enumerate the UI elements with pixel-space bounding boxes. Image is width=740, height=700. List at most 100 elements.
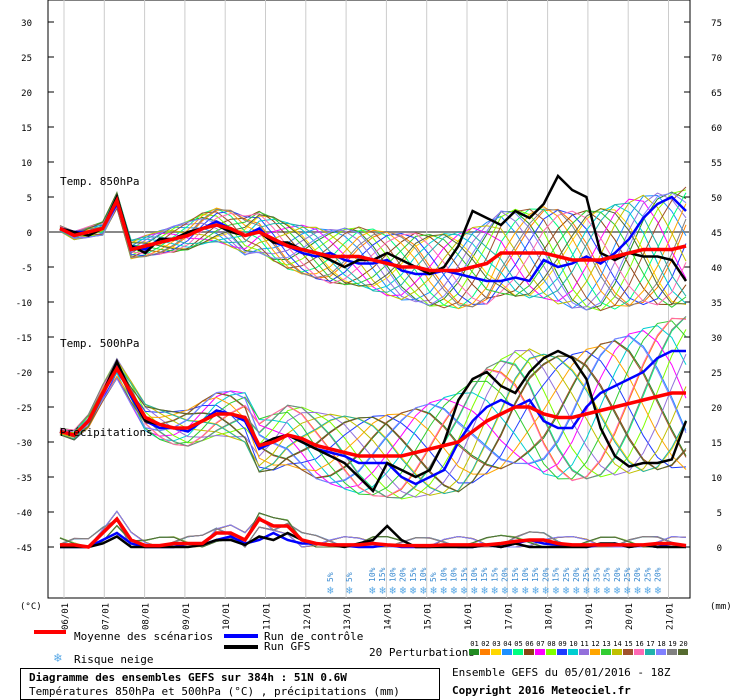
perturbation-500-line bbox=[59, 348, 687, 496]
perturbation-legend-item: 12 bbox=[591, 640, 600, 648]
perturbation-500-line bbox=[59, 355, 687, 493]
right-tick-label: 45 bbox=[711, 229, 722, 239]
snow-risk-pct: 20% bbox=[654, 567, 663, 582]
perturbation-legend-item: 16 bbox=[635, 640, 644, 648]
right-tick-label: 70 bbox=[711, 54, 722, 64]
snowflake-icon: ❄ bbox=[655, 584, 662, 597]
snowflake-icon: ❄ bbox=[542, 584, 549, 597]
plot-area bbox=[47, 0, 691, 599]
date-label: 15/01 bbox=[424, 603, 434, 630]
perturbation-legend-item: 06 bbox=[525, 640, 534, 648]
date-label: 06/01 bbox=[61, 603, 71, 630]
perturbation-850-line bbox=[59, 192, 687, 311]
snowflake-icon: ❄ bbox=[379, 584, 386, 597]
snowflake-icon: ❄ bbox=[583, 584, 590, 597]
left-tick-label: 30 bbox=[21, 19, 32, 29]
snowflake-icon: ❄ bbox=[346, 584, 353, 597]
date-label: 08/01 bbox=[142, 603, 152, 630]
snow-risk-pct: 15% bbox=[480, 567, 489, 582]
perturbation-legend-swatch bbox=[579, 649, 589, 655]
perturbation-legend-item: 05 bbox=[514, 640, 523, 648]
right-tick-label: 55 bbox=[711, 159, 722, 169]
legend-gfs-label: Run GFS bbox=[264, 640, 311, 653]
snow-risk-pct: 20% bbox=[399, 567, 408, 582]
date-label: 11/01 bbox=[263, 603, 273, 630]
snow-risk-pct: 15% bbox=[460, 567, 469, 582]
snowflake-icon: ❄ bbox=[512, 584, 519, 597]
perturbation-legend-item: 14 bbox=[613, 640, 622, 648]
snowflake-icon: ❄ bbox=[327, 584, 334, 597]
snow-risk-pct: 25% bbox=[623, 567, 632, 582]
snow-risk-pct: 20% bbox=[572, 567, 581, 582]
perturbation-legend-item: 20 bbox=[679, 640, 688, 648]
perturbation-850-line bbox=[59, 193, 687, 306]
snowflake-icon: ❄ bbox=[471, 584, 478, 597]
snowflake-icon: ❄ bbox=[573, 584, 580, 597]
date-label: 12/01 bbox=[303, 603, 313, 630]
snow-risk-pct: 15% bbox=[511, 567, 520, 582]
right-tick-label: 65 bbox=[711, 89, 722, 99]
perturbation-legend-swatch bbox=[645, 649, 655, 655]
perturbation-legend-swatch bbox=[535, 649, 545, 655]
right-tick-label: 60 bbox=[711, 124, 722, 134]
snowflake-icon: ❄ bbox=[624, 584, 631, 597]
snowflake-icon: ❄ bbox=[532, 584, 539, 597]
perturbation-legend-item: 03 bbox=[492, 640, 501, 648]
snow-risk-pct: 25% bbox=[582, 567, 591, 582]
perturbation-500-line bbox=[59, 320, 687, 496]
left-tick-label: -25 bbox=[16, 404, 32, 414]
perturbation-legend-swatch bbox=[667, 649, 677, 655]
right-unit: (mm) bbox=[710, 602, 732, 612]
perturbation-legend-swatch bbox=[469, 649, 479, 655]
perturbation-legend-swatch bbox=[502, 649, 512, 655]
right-tick-label: 30 bbox=[711, 334, 722, 344]
snowflake-icon: ❄ bbox=[461, 584, 468, 597]
date-label: 10/01 bbox=[222, 603, 232, 630]
left-tick-label: -10 bbox=[16, 299, 32, 309]
perturbation-legend-swatch bbox=[557, 649, 567, 655]
date-label: 13/01 bbox=[343, 603, 353, 630]
left-tick-label: -15 bbox=[16, 334, 32, 344]
info-box: Diagramme des ensembles GEFS sur 384h : … bbox=[20, 668, 440, 700]
perturbation-legend-item: 02 bbox=[481, 640, 490, 648]
perturbation-legend-swatch bbox=[546, 649, 556, 655]
right-tick-label: 20 bbox=[711, 404, 722, 414]
date-label: 18/01 bbox=[545, 603, 555, 630]
snowflake-icon: ❄ bbox=[54, 651, 62, 666]
right-tick-label: 35 bbox=[711, 299, 722, 309]
perturbation-850-line bbox=[59, 191, 687, 311]
snowflake-icon: ❄ bbox=[389, 584, 396, 597]
perturbation-850-line bbox=[59, 196, 687, 306]
left-tick-label: 15 bbox=[21, 124, 32, 134]
perturbation-legend-swatch bbox=[480, 649, 490, 655]
snowflake-icon: ❄ bbox=[440, 584, 447, 597]
snow-risk-pct: 15% bbox=[531, 567, 540, 582]
perturbation-legend-item: 08 bbox=[547, 640, 556, 648]
mean-850-line bbox=[59, 195, 687, 273]
snowflake-icon: ❄ bbox=[563, 584, 570, 597]
right-tick-label: 5 bbox=[717, 509, 722, 519]
perturbation-850-line bbox=[59, 191, 686, 305]
t850-label: Temp. 850hPa bbox=[60, 175, 139, 188]
precip-label: Précipitations bbox=[60, 426, 153, 439]
perturbation-500-line bbox=[59, 350, 687, 498]
left-tick-label: -35 bbox=[16, 474, 32, 484]
date-labels: 06/01 07/01 08/01 09/01 10/01 11/01 12/01 13/01… bbox=[61, 603, 676, 630]
date-label: 19/01 bbox=[585, 603, 595, 630]
perturbation-legend-item: 11 bbox=[580, 640, 589, 648]
snow-risk-pct: 10% bbox=[521, 567, 530, 582]
perturbation-legend-item: 18 bbox=[657, 640, 666, 648]
date-label: 09/01 bbox=[182, 603, 192, 630]
perturbation-850-line bbox=[59, 202, 687, 308]
perturbation-legend-item: 19 bbox=[668, 640, 677, 648]
snowflake-icon: ❄ bbox=[400, 584, 407, 597]
right-tick-label: 0 bbox=[717, 544, 722, 554]
right-tick-label: 25 bbox=[711, 369, 722, 379]
snow-risk-pct: 10% bbox=[439, 567, 448, 582]
snow-risk-pct: 10% bbox=[419, 567, 428, 582]
snowflake-icon: ❄ bbox=[614, 584, 621, 597]
perturbation-850-line bbox=[59, 189, 687, 312]
perturbation-850-line bbox=[59, 192, 687, 310]
